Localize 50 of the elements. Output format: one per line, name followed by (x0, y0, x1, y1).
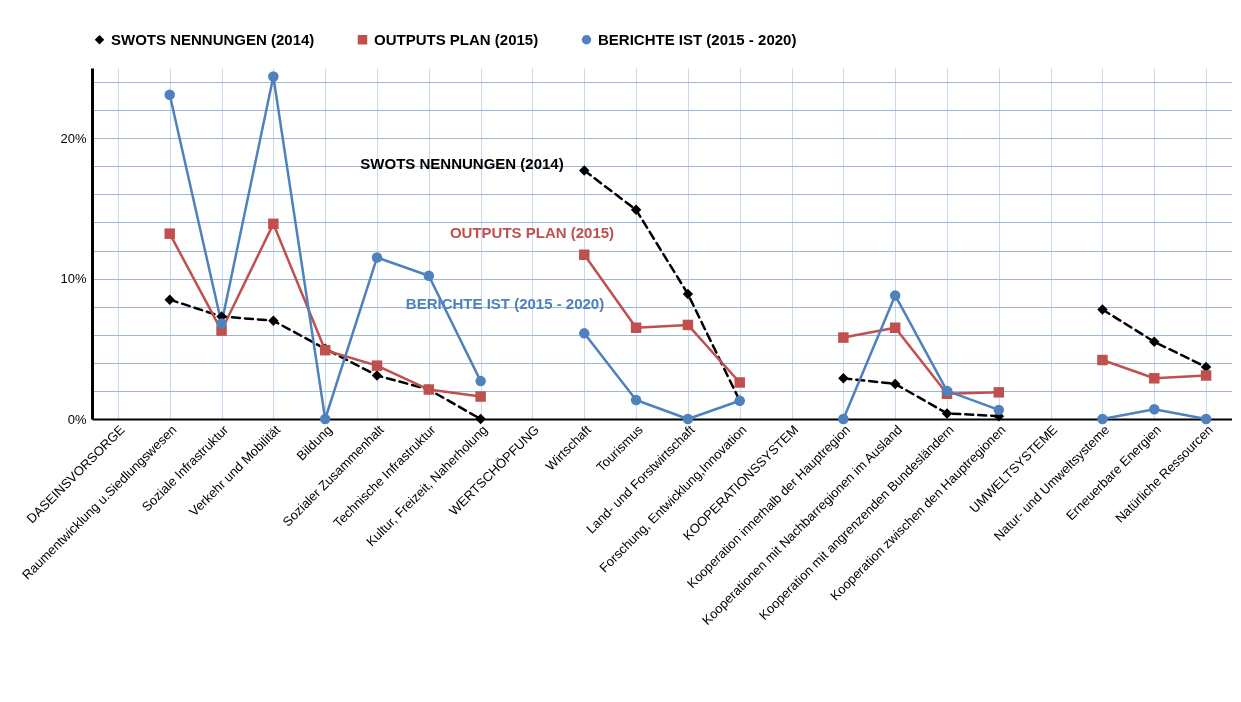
point (993, 404, 1005, 416)
point (1200, 413, 1212, 425)
point (319, 413, 331, 425)
point (1149, 373, 1160, 384)
point (682, 319, 694, 331)
point (579, 328, 590, 339)
annotation: SWOTS NENNUNGEN (2014) (360, 155, 564, 172)
point (1200, 370, 1212, 381)
point (630, 394, 642, 406)
point (475, 391, 486, 402)
legend-label: OUTPUTS PLAN (2015) (374, 30, 539, 48)
point (630, 204, 642, 216)
point (475, 413, 486, 425)
legend-label: BERICHTE IST (2015 - 2020) (598, 30, 797, 48)
point (838, 413, 849, 425)
point (475, 375, 486, 387)
point (838, 332, 849, 343)
point (371, 370, 383, 381)
point (1149, 403, 1160, 415)
point (682, 413, 694, 425)
point (164, 294, 175, 305)
point (941, 408, 953, 419)
point (838, 373, 849, 384)
y-tick-label: 10% (60, 271, 87, 287)
point (268, 315, 279, 326)
point (734, 377, 745, 388)
point (164, 89, 175, 100)
point (371, 360, 383, 371)
point (1097, 354, 1108, 366)
point (889, 378, 901, 390)
point (164, 228, 175, 239)
point (682, 288, 694, 300)
y-tick-label: 0% (67, 411, 87, 427)
point (889, 290, 901, 301)
point (1149, 336, 1160, 348)
point (1097, 304, 1108, 315)
point (1097, 413, 1108, 425)
point (371, 252, 383, 263)
point (268, 71, 279, 82)
point (268, 218, 279, 230)
point (889, 322, 901, 333)
point (579, 249, 590, 260)
point (993, 387, 1005, 398)
point (630, 322, 642, 333)
point (579, 165, 590, 176)
point (423, 270, 435, 282)
y-tick-label: 20% (60, 130, 87, 146)
legend-label: SWOTS NENNUNGEN (2014) (111, 30, 315, 48)
annotation: OUTPUTS PLAN (2015) (449, 224, 615, 241)
point (216, 318, 227, 329)
